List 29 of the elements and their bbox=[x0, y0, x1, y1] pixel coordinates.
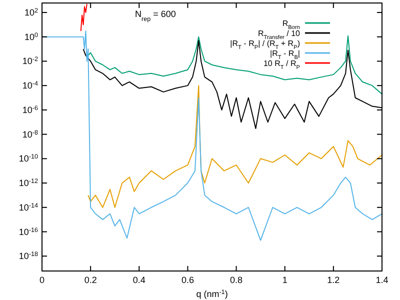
y-tick-label: 10$^{-8}$ bbox=[22, 128, 38, 140]
y-tick-label: 10$^{0}$ bbox=[24, 31, 38, 42]
legend-label: R$_{Transfer}$ / 10 bbox=[258, 29, 301, 41]
legend-label: |R$_{T}$ - R$_{B}$| bbox=[270, 49, 300, 61]
x-tick-label: 0.2 bbox=[84, 275, 97, 285]
y-tick-label: 10$^{-18}$ bbox=[18, 250, 38, 262]
annotation: N$_{rep}$ = 600 bbox=[135, 9, 176, 22]
y-tick-label: 10$^{-16}$ bbox=[18, 226, 38, 237]
y-tick-label: 10$^{-10}$ bbox=[18, 153, 38, 164]
y-tick-label: 10$^{-2}$ bbox=[22, 56, 38, 66]
y-tick-label: 10$^{-12}$ bbox=[18, 178, 38, 188]
line-series bbox=[80, 3, 88, 32]
y-tick-label: 10$^{-14}$ bbox=[18, 202, 38, 212]
y-tick-label: 10$^{2}$ bbox=[24, 6, 38, 18]
x-tick-label: 1.2 bbox=[327, 275, 340, 285]
x-tick-label: 1 bbox=[282, 275, 288, 285]
legend-label: R$_{Born}$ bbox=[282, 19, 300, 31]
x-axis-title: q (nm$^{-1}$) bbox=[196, 288, 228, 299]
y-tick-label: 10$^{-4}$ bbox=[22, 80, 38, 91]
legend-label: 10 R$_{T}$ / R$_{P}$ bbox=[263, 59, 300, 71]
x-tick-label: 1.4 bbox=[376, 275, 388, 285]
x-tick-label: 0 bbox=[39, 275, 45, 285]
text: |R$_{T}$ - R$_{P}$| / (R$_{T}$ + R$_{P}$) bbox=[230, 39, 300, 51]
y-tick-label: 10$^{-6}$ bbox=[22, 104, 38, 115]
line-series bbox=[88, 85, 382, 208]
line-series bbox=[88, 35, 382, 95]
x-tick-label: 0.4 bbox=[132, 275, 146, 285]
x-tick-label: 0.8 bbox=[230, 275, 243, 285]
x-tick-label: 0.6 bbox=[181, 275, 194, 285]
